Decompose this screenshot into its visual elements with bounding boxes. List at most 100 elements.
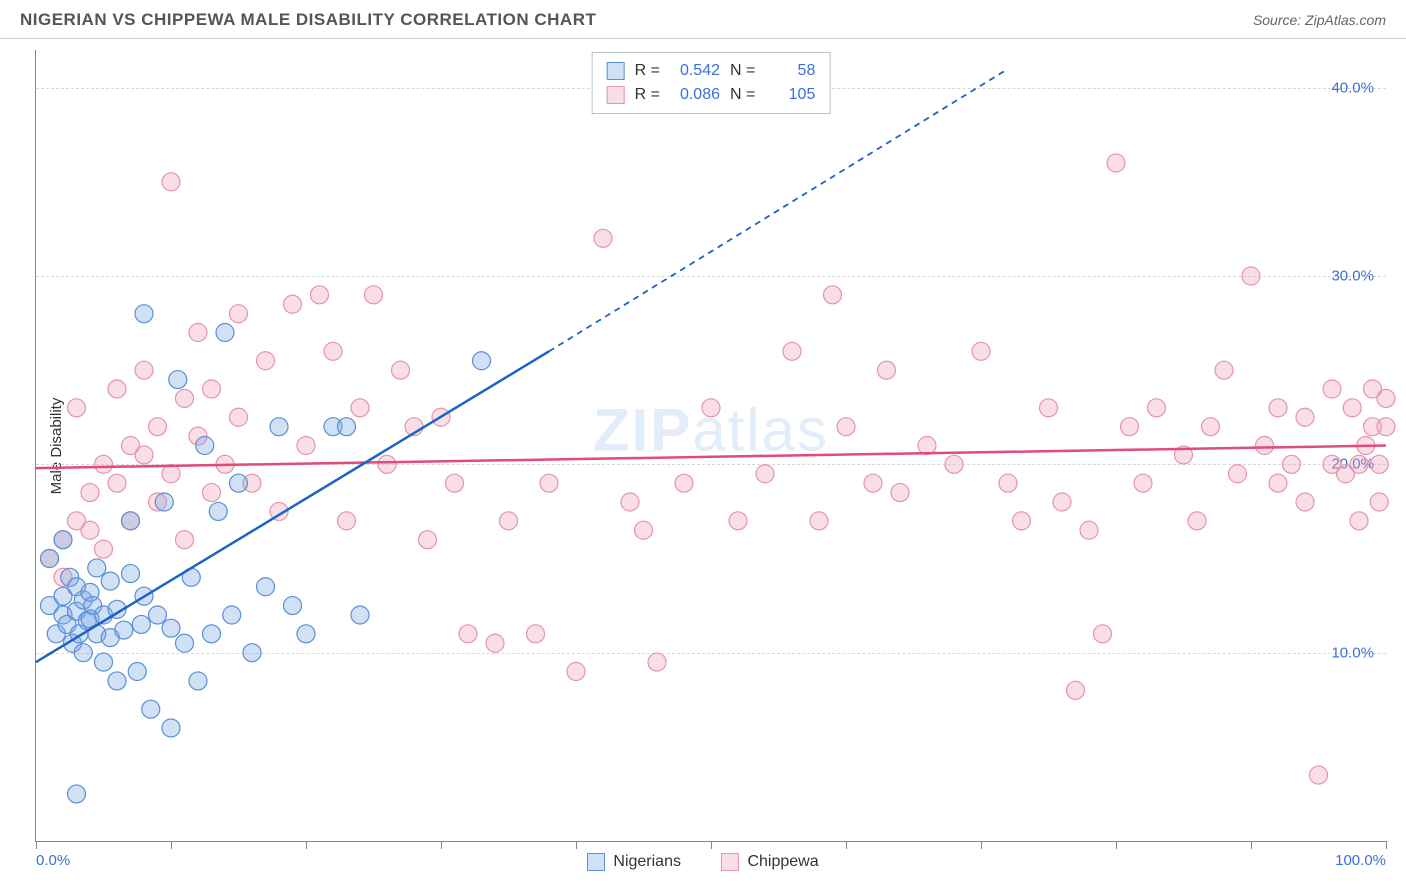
data-point <box>81 521 99 539</box>
n-value-1: 105 <box>765 83 815 107</box>
chart-header: NIGERIAN VS CHIPPEWA MALE DISABILITY COR… <box>0 0 1406 39</box>
data-point <box>189 672 207 690</box>
data-point <box>74 644 92 662</box>
data-point <box>945 455 963 473</box>
data-point <box>176 634 194 652</box>
data-point <box>729 512 747 530</box>
data-point <box>297 437 315 455</box>
data-point <box>635 521 653 539</box>
data-point <box>128 663 146 681</box>
data-point <box>101 572 119 590</box>
data-point <box>108 672 126 690</box>
data-point <box>95 540 113 558</box>
data-point <box>1269 399 1287 417</box>
data-point <box>284 295 302 313</box>
chart-source: Source: ZipAtlas.com <box>1253 12 1386 28</box>
data-point <box>1296 493 1314 511</box>
data-point <box>297 625 315 643</box>
data-point <box>1013 512 1031 530</box>
data-point <box>223 606 241 624</box>
xtick <box>1116 841 1117 849</box>
data-point <box>41 550 59 568</box>
data-point <box>1350 455 1368 473</box>
data-point <box>1283 455 1301 473</box>
data-point <box>1215 361 1233 379</box>
trend-line-nigerians <box>36 351 549 662</box>
data-point <box>1242 267 1260 285</box>
data-point <box>837 418 855 436</box>
legend-item-nigerians: Nigerians <box>587 853 681 871</box>
data-point <box>351 606 369 624</box>
data-point <box>230 305 248 323</box>
data-point <box>270 418 288 436</box>
data-point <box>1256 437 1274 455</box>
legend-item-chippewa: Chippewa <box>721 853 818 871</box>
data-point <box>675 474 693 492</box>
data-point <box>68 785 86 803</box>
data-point <box>311 286 329 304</box>
data-point <box>230 408 248 426</box>
data-point <box>135 446 153 464</box>
data-point <box>108 474 126 492</box>
data-point <box>1310 766 1328 784</box>
data-point <box>419 531 437 549</box>
data-point <box>196 437 214 455</box>
data-point <box>95 653 113 671</box>
svg-layer <box>36 50 1386 841</box>
data-point <box>203 380 221 398</box>
data-point <box>473 352 491 370</box>
data-point <box>122 512 140 530</box>
legend-label-chippewa: Chippewa <box>747 853 818 871</box>
data-point <box>459 625 477 643</box>
data-point <box>446 474 464 492</box>
data-point <box>338 512 356 530</box>
data-point <box>1229 465 1247 483</box>
data-point <box>1377 389 1395 407</box>
n-label: N = <box>730 59 755 83</box>
data-point <box>594 229 612 247</box>
data-point <box>1188 512 1206 530</box>
data-point <box>1134 474 1152 492</box>
data-point <box>1370 455 1388 473</box>
data-point <box>648 653 666 671</box>
data-point <box>756 465 774 483</box>
xtick <box>1386 841 1387 849</box>
data-point <box>1296 408 1314 426</box>
data-point <box>209 502 227 520</box>
data-point <box>567 663 585 681</box>
legend-swatch-nigerians <box>587 853 605 871</box>
data-point <box>378 455 396 473</box>
data-point <box>135 361 153 379</box>
n-value-0: 58 <box>765 59 815 83</box>
data-point <box>824 286 842 304</box>
data-point <box>216 324 234 342</box>
data-point <box>1350 512 1368 530</box>
chart-title: NIGERIAN VS CHIPPEWA MALE DISABILITY COR… <box>20 10 596 30</box>
data-point <box>108 380 126 398</box>
data-point <box>169 371 187 389</box>
data-point <box>918 437 936 455</box>
legend-swatch-chippewa <box>721 853 739 871</box>
xtick <box>36 841 37 849</box>
data-point <box>1323 380 1341 398</box>
plot-container: Male Disability ZIPatlas R = 0.542 N = 5… <box>35 50 1386 842</box>
r-label: R = <box>635 83 660 107</box>
data-point <box>189 324 207 342</box>
xtick <box>171 841 172 849</box>
xtick <box>1251 841 1252 849</box>
r-label: R = <box>635 59 660 83</box>
data-point <box>135 305 153 323</box>
data-point <box>176 531 194 549</box>
data-point <box>1202 418 1220 436</box>
data-point <box>203 484 221 502</box>
data-point <box>1094 625 1112 643</box>
data-point <box>81 484 99 502</box>
data-point <box>257 578 275 596</box>
data-point <box>1053 493 1071 511</box>
data-point <box>176 389 194 407</box>
data-point <box>257 352 275 370</box>
data-point <box>500 512 518 530</box>
data-point <box>1107 154 1125 172</box>
data-point <box>95 455 113 473</box>
data-point <box>1377 418 1395 436</box>
